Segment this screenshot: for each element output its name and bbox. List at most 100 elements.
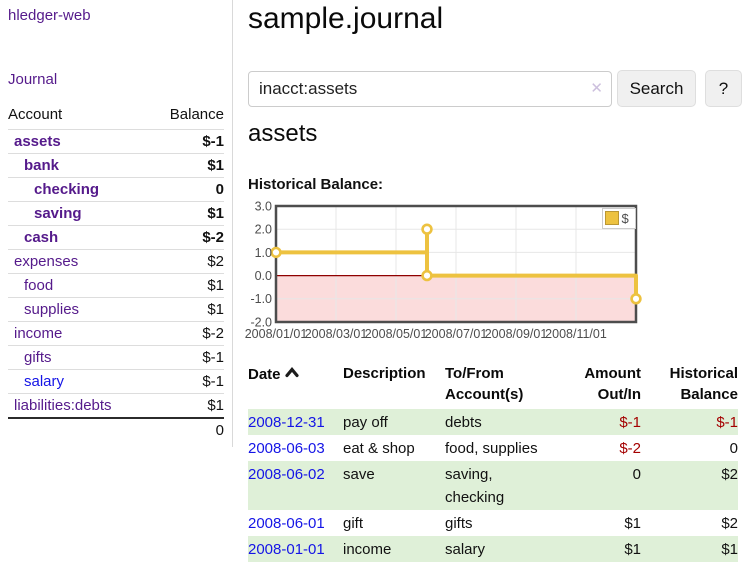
svg-text:-2.0: -2.0 (250, 315, 272, 329)
balance-column-header: Balance (169, 106, 224, 123)
account-link-checking[interactable]: checking (34, 181, 100, 198)
account-row: cash $-2 (8, 225, 224, 250)
account-link-bank[interactable]: bank (24, 157, 60, 174)
svg-text:2008/05/01: 2008/05/01 (365, 327, 428, 341)
account-heading: assets (248, 120, 318, 147)
transaction-balance: $-1 (641, 409, 738, 435)
account-balance: $-1 (149, 369, 224, 394)
register-row: 2008-06-01 gift gifts $1 $2 (248, 510, 738, 536)
transaction-date-link[interactable]: 2008-06-03 (248, 440, 325, 457)
sidebar-item-journal[interactable]: Journal (8, 71, 58, 88)
account-link-assets[interactable]: assets (14, 133, 61, 150)
register-row: 2008-06-03 eat & shop food, supplies $-2… (248, 435, 738, 461)
svg-text:2008/03/01: 2008/03/01 (305, 327, 368, 341)
transaction-date-link[interactable]: 2008-01-01 (248, 541, 325, 558)
account-row: bank $1 (8, 153, 224, 178)
x-axis-labels: 2008/01/01 2008/03/01 2008/05/01 2008/07… (245, 327, 607, 341)
account-row: liabilities:debts $1 (8, 393, 224, 418)
account-row: salary $-1 (8, 369, 224, 394)
svg-text:0.0: 0.0 (255, 269, 272, 283)
transaction-description: income (343, 536, 445, 562)
transaction-amount: $1 (557, 536, 641, 562)
historical-balance-chart: $ 3.0 2.0 1.0 0.0 -1.0 -2.0 2008/01/01 2… (245, 200, 646, 346)
account-link-saving[interactable]: saving (34, 205, 82, 222)
svg-text:1.0: 1.0 (255, 246, 272, 260)
account-row: expenses $2 (8, 249, 224, 274)
register-row: 2008-06-02 save saving, checking 0 $2 (248, 461, 738, 510)
account-link-liabilities-debts[interactable]: liabilities:debts (14, 397, 112, 414)
search-form: ✕ Search ? (248, 70, 742, 107)
y-axis-labels: 3.0 2.0 1.0 0.0 -1.0 -2.0 (250, 200, 272, 330)
transaction-accounts: gifts (445, 515, 473, 532)
transaction-description: save (343, 461, 445, 510)
balance-line (274, 227, 638, 301)
sort-ascending-icon (284, 363, 299, 384)
search-button[interactable]: Search (617, 70, 696, 107)
account-balance: 0 (149, 177, 224, 202)
account-link-salary[interactable]: salary (24, 373, 65, 390)
transaction-date-link[interactable]: 2008-06-02 (248, 466, 325, 483)
transaction-accounts: saving, checking (445, 461, 557, 510)
svg-text:2008/09/01: 2008/09/01 (485, 327, 548, 341)
transaction-description: pay off (343, 409, 445, 435)
search-input[interactable] (248, 70, 612, 107)
sidebar-divider (232, 0, 233, 447)
register-header-row: Date Description To/From Account(s) Amou… (248, 360, 738, 409)
description-column-header: Description (343, 365, 426, 382)
transaction-date-link[interactable]: 2008-12-31 (248, 414, 325, 431)
account-balance: $1 (149, 273, 224, 298)
data-point-markers (270, 223, 642, 305)
transaction-amount: $-2 (619, 440, 641, 457)
account-row: income $-2 (8, 321, 224, 346)
transaction-accounts: debts (445, 409, 557, 435)
svg-text:-1.0: -1.0 (250, 292, 272, 306)
account-balance: $1 (149, 201, 224, 226)
account-link-supplies[interactable]: supplies (24, 301, 80, 318)
register-row: 2008-12-31 pay off debts $-1 $-1 (248, 409, 738, 435)
transaction-balance: $2 (641, 461, 738, 510)
account-row: gifts $-1 (8, 345, 224, 370)
account-link-cash[interactable]: cash (24, 229, 59, 246)
transaction-description: eat & shop (343, 440, 415, 457)
transaction-amount: $1 (624, 515, 641, 532)
account-link-expenses[interactable]: expenses (14, 253, 79, 270)
transaction-amount: $-1 (557, 409, 641, 435)
account-balance: $1 (149, 297, 224, 322)
transaction-date-link[interactable]: 2008-06-01 (248, 515, 325, 532)
chart-legend: $ (602, 208, 636, 229)
legend-label: $ (622, 211, 630, 226)
svg-text:2.0: 2.0 (255, 223, 272, 237)
svg-text:2008/11/01: 2008/11/01 (545, 327, 607, 341)
account-row: food $1 (8, 273, 224, 298)
account-link-income[interactable]: income (14, 325, 63, 342)
help-button[interactable]: ? (705, 70, 742, 107)
account-row: checking 0 (8, 177, 224, 202)
chart-title: Historical Balance: (248, 176, 384, 193)
account-column-header: Account (8, 106, 63, 123)
app-title-link[interactable]: hledger-web (8, 7, 91, 24)
balance-column-header: Historical Balance (669, 365, 738, 403)
transaction-accounts: salary (445, 536, 557, 562)
account-link-gifts[interactable]: gifts (24, 349, 52, 366)
page-title: sample.journal (248, 2, 444, 35)
transaction-balance: $1 (641, 536, 738, 562)
transaction-balance: $2 (721, 515, 738, 532)
account-balance: $-1 (149, 345, 224, 370)
clear-search-icon[interactable]: ✕ (590, 79, 603, 97)
date-column-header: Date (248, 360, 343, 409)
amount-column-header: Amount Out/In (584, 365, 641, 403)
account-link-food[interactable]: food (24, 277, 54, 294)
account-column-header: To/From Account(s) (445, 365, 524, 403)
svg-text:2008/01/01: 2008/01/01 (245, 327, 308, 341)
plot-border (274, 204, 638, 324)
account-balance: $-2 (149, 321, 224, 346)
accounts-table: Account Balance assets $-1 bank $1 check… (8, 102, 224, 442)
transaction-amount: 0 (557, 461, 641, 510)
accounts-table-header: Account Balance (8, 102, 224, 130)
account-row: supplies $1 (8, 297, 224, 322)
account-row: assets $-1 (8, 129, 224, 154)
account-balance: $2 (149, 249, 224, 274)
account-balance: $-1 (149, 129, 224, 154)
register-table: Date Description To/From Account(s) Amou… (248, 360, 738, 562)
